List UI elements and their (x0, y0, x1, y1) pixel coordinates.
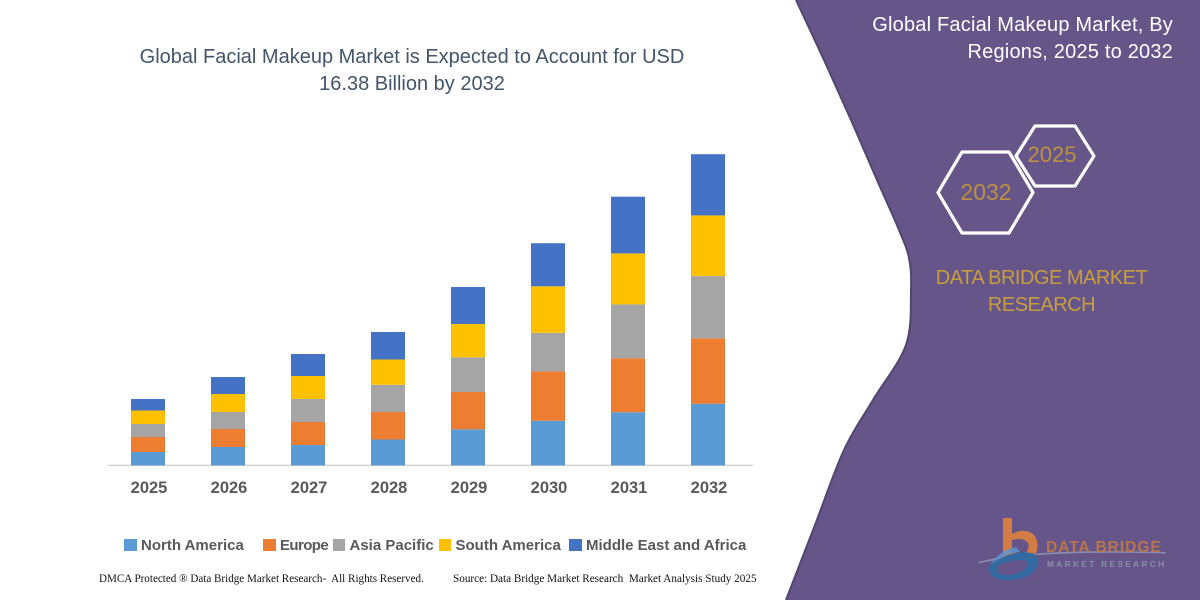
svg-text:DATA BRIDGE: DATA BRIDGE (1046, 539, 1162, 556)
svg-text:MARKET RESEARCH: MARKET RESEARCH (1047, 559, 1166, 569)
